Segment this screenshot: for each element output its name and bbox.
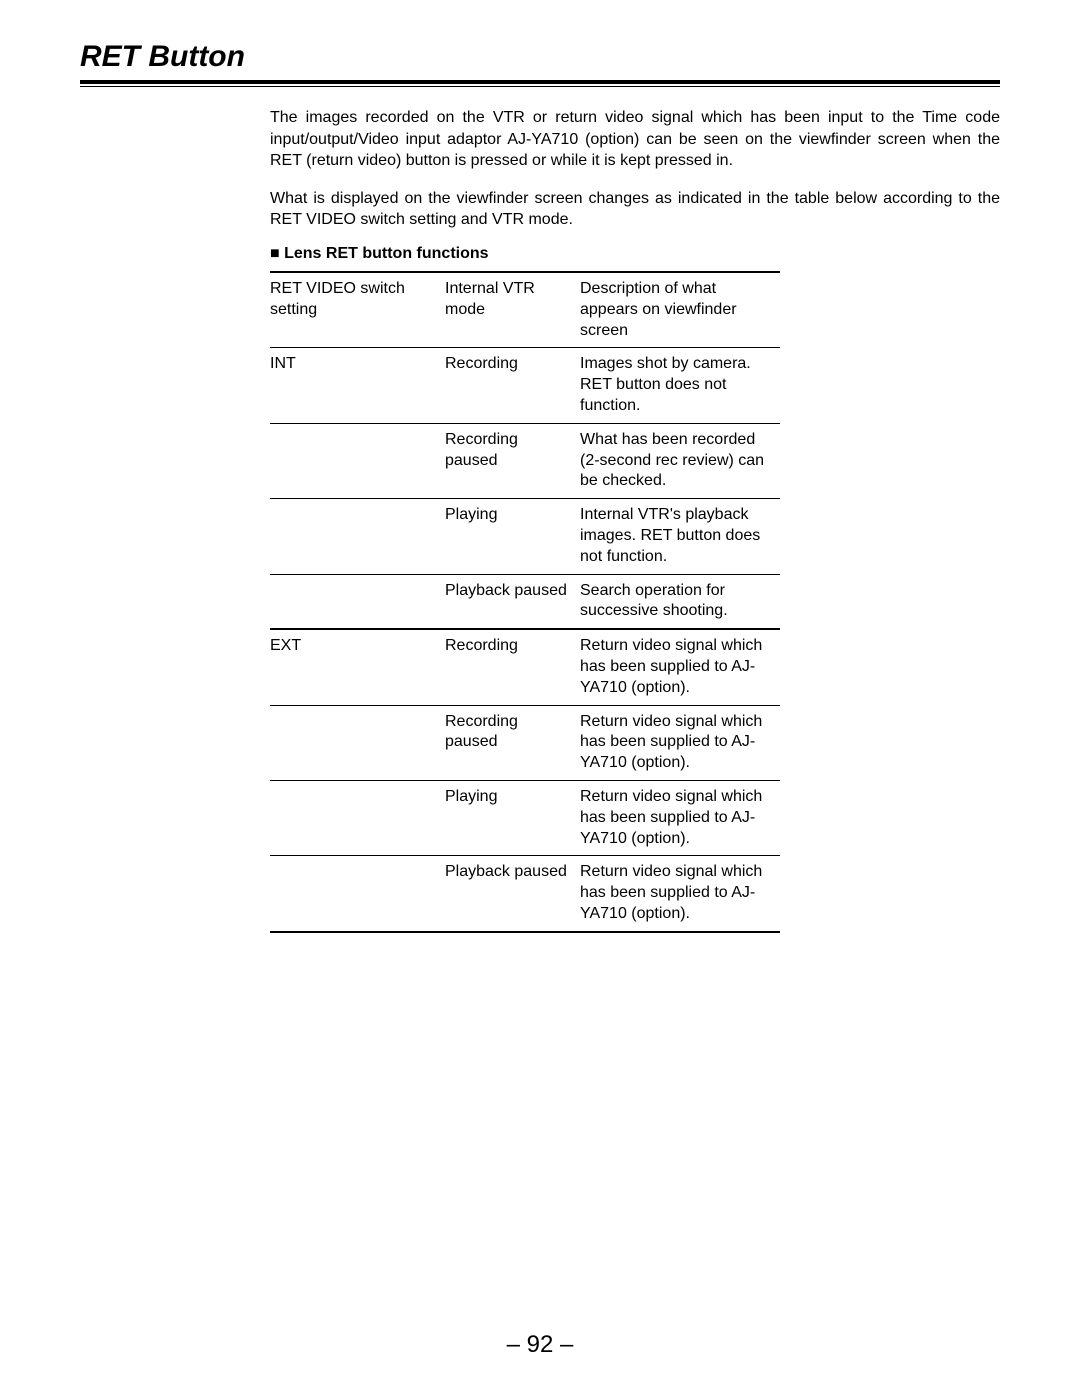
functions-table: RET VIDEO switch setting Internal VTR mo… bbox=[270, 271, 780, 933]
cell-c2: Recording bbox=[445, 348, 580, 423]
table-caption: Lens RET button functions bbox=[270, 245, 1000, 263]
cell-c2: Playback paused bbox=[445, 856, 580, 932]
cell-c3: Internal VTR's playback images. RET butt… bbox=[580, 499, 780, 574]
table-row: PlayingReturn video signal which has bee… bbox=[270, 780, 780, 855]
document-page: RET Button The images recorded on the VT… bbox=[0, 0, 1080, 1399]
cell-c1 bbox=[270, 856, 445, 932]
cell-c2: Playback paused bbox=[445, 574, 580, 629]
table-body: INTRecordingImages shot by camera. RET b… bbox=[270, 348, 780, 932]
intro-paragraph-1: The images recorded on the VTR or return… bbox=[270, 107, 1000, 172]
cell-c1 bbox=[270, 780, 445, 855]
cell-c2: Recording bbox=[445, 629, 580, 705]
col-header-2: Internal VTR mode bbox=[445, 272, 580, 348]
table-header-row: RET VIDEO switch setting Internal VTR mo… bbox=[270, 272, 780, 348]
page-title: RET Button bbox=[80, 40, 1000, 74]
cell-c1: EXT bbox=[270, 629, 445, 705]
cell-c2: Recording paused bbox=[445, 705, 580, 780]
table-row: Playback pausedReturn video signal which… bbox=[270, 856, 780, 932]
cell-c2: Playing bbox=[445, 499, 580, 574]
col-header-3: Description of what appears on viewfinde… bbox=[580, 272, 780, 348]
table-row: Recording pausedReturn video signal whic… bbox=[270, 705, 780, 780]
table-row: Recording pausedWhat has been recorded (… bbox=[270, 423, 780, 498]
cell-c3: Return video signal which has been suppl… bbox=[580, 629, 780, 705]
cell-c1: INT bbox=[270, 348, 445, 423]
cell-c3: What has been recorded (2-second rec rev… bbox=[580, 423, 780, 498]
cell-c3: Return video signal which has been suppl… bbox=[580, 705, 780, 780]
page-number: – 92 – bbox=[0, 1331, 1080, 1359]
cell-c1 bbox=[270, 574, 445, 629]
cell-c1 bbox=[270, 499, 445, 574]
cell-c2: Recording paused bbox=[445, 423, 580, 498]
title-rule bbox=[80, 80, 1000, 87]
table-row: Playback pausedSearch operation for succ… bbox=[270, 574, 780, 629]
col-header-1: RET VIDEO switch setting bbox=[270, 272, 445, 348]
cell-c1 bbox=[270, 705, 445, 780]
cell-c3: Images shot by camera. RET button does n… bbox=[580, 348, 780, 423]
cell-c2: Playing bbox=[445, 780, 580, 855]
cell-c3: Return video signal which has been suppl… bbox=[580, 780, 780, 855]
cell-c3: Return video signal which has been suppl… bbox=[580, 856, 780, 932]
table-row: INTRecordingImages shot by camera. RET b… bbox=[270, 348, 780, 423]
table-row: EXTRecordingReturn video signal which ha… bbox=[270, 629, 780, 705]
cell-c3: Search operation for successive shooting… bbox=[580, 574, 780, 629]
cell-c1 bbox=[270, 423, 445, 498]
intro-paragraph-2: What is displayed on the viewfinder scre… bbox=[270, 188, 1000, 231]
table-row: PlayingInternal VTR's playback images. R… bbox=[270, 499, 780, 574]
